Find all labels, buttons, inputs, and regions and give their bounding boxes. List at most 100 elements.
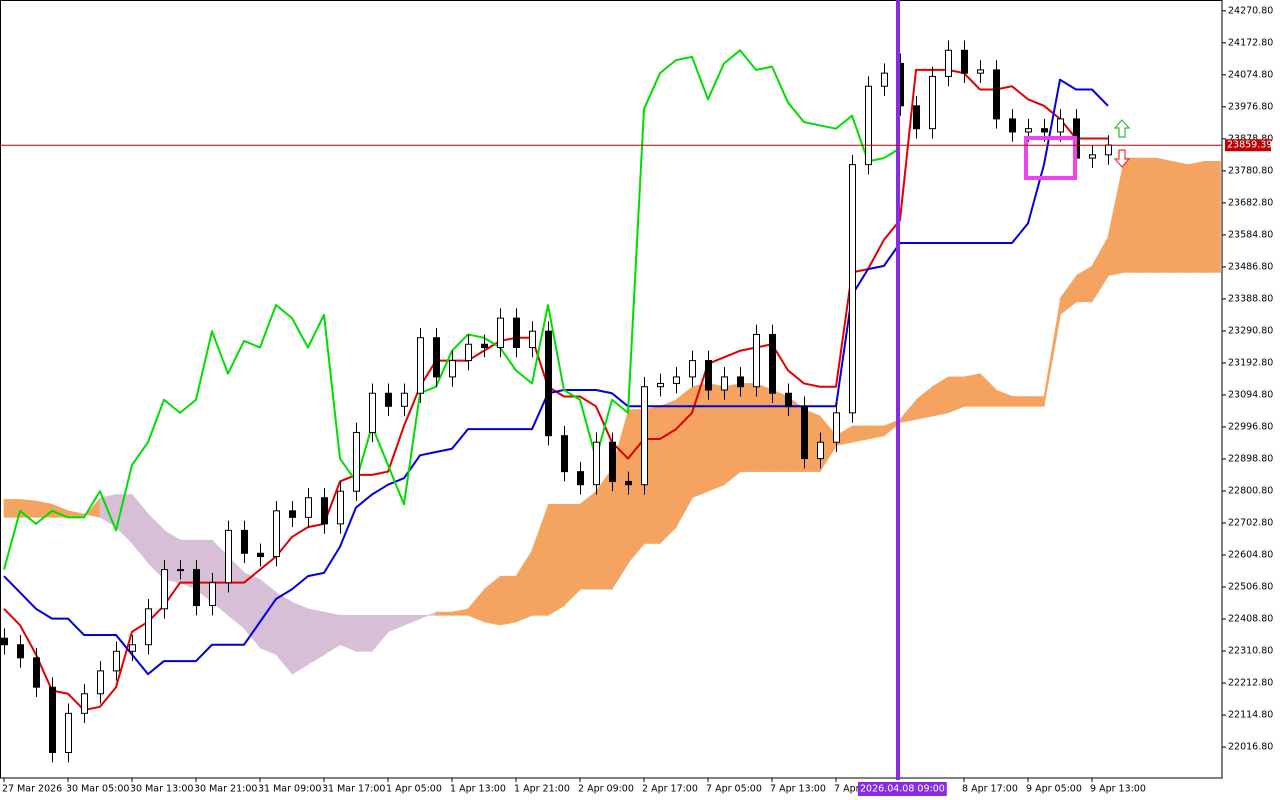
y-tick-label: 23192.80 — [1228, 357, 1273, 368]
cloud-segment — [691, 383, 709, 499]
candle-body — [673, 376, 680, 384]
y-tick-label: 24172.80 — [1228, 37, 1273, 48]
x-tick-label: 2 Apr 09:00 — [578, 784, 634, 795]
candle-body — [513, 317, 520, 349]
y-tick-label: 22898.80 — [1228, 453, 1273, 464]
candle-body — [385, 392, 392, 407]
y-tick-label: 23486.80 — [1228, 261, 1273, 272]
candle-body — [833, 412, 840, 443]
candle-body — [449, 360, 456, 378]
candle-body — [241, 529, 248, 554]
cloud-segment — [579, 490, 597, 590]
cloud-segment — [291, 601, 309, 675]
candle-body — [529, 330, 536, 349]
candle-body — [257, 552, 264, 558]
x-tick-label: 7 Apr 05:00 — [706, 784, 762, 795]
candle-body — [497, 317, 504, 349]
cloud-segment — [1139, 157, 1157, 273]
candle-body — [929, 75, 936, 130]
candle-body — [97, 670, 104, 695]
candle-body — [1089, 154, 1096, 159]
candle-body — [1009, 118, 1016, 133]
cloud-segment — [435, 611, 453, 616]
cloud-segment — [595, 467, 613, 590]
candle-body — [609, 441, 616, 482]
x-tick-label: 1 Apr 21:00 — [514, 784, 570, 795]
candle-body — [433, 337, 440, 378]
candle-body — [321, 497, 328, 525]
crosshair-label-bg — [858, 782, 947, 796]
x-tick-label: 2 Apr 17:00 — [642, 784, 698, 795]
candle-body — [657, 382, 664, 388]
cloud-segment — [1027, 396, 1045, 407]
y-tick-label: 22604.80 — [1228, 549, 1273, 560]
cloud-segment — [1011, 396, 1029, 407]
highlight-box — [1024, 136, 1077, 180]
candle-body — [81, 693, 88, 714]
candle-body — [49, 686, 56, 754]
candle-body — [401, 392, 408, 407]
y-tick-label: 23094.80 — [1228, 389, 1273, 400]
cloud-segment — [659, 399, 677, 545]
crosshair-label: 2026.04.08 09:00 — [860, 784, 945, 795]
candle-body — [1057, 118, 1064, 133]
x-tick-label: 9 Apr 13:00 — [1090, 784, 1146, 795]
candle-body — [33, 657, 40, 688]
candle-body — [993, 69, 1000, 120]
cloud-segment — [1187, 160, 1205, 273]
candle-body — [465, 343, 472, 362]
cloud-segment — [339, 615, 357, 652]
candle-body — [1105, 144, 1112, 156]
plot-frame — [0, 0, 1223, 779]
y-tick-label: 23388.80 — [1228, 293, 1273, 304]
candle-body — [161, 569, 168, 610]
candle-body — [113, 650, 120, 672]
cloud-segment — [563, 503, 581, 607]
y-tick-label: 22800.80 — [1228, 485, 1273, 496]
candle-body — [545, 330, 552, 437]
candle-body — [209, 582, 216, 607]
cloud-segment — [355, 615, 373, 652]
down-arrow — [1113, 149, 1131, 168]
y-tick-label: 24270.80 — [1228, 5, 1273, 16]
candle-body — [289, 510, 296, 518]
cloud-segment — [1075, 265, 1093, 303]
candle-body — [801, 405, 808, 460]
cloud-segment — [195, 539, 213, 603]
x-tick-label: 8 Apr 17:00 — [962, 784, 1018, 795]
candle-body — [913, 105, 920, 130]
x-tick-label: 1 Apr 05:00 — [386, 784, 442, 795]
candle-body — [177, 569, 184, 572]
candle-body — [369, 392, 376, 433]
candle-body — [17, 644, 24, 659]
x-tick-label: 7 Apr — [834, 784, 860, 795]
up-arrow — [1113, 119, 1131, 138]
cloud-segment — [755, 383, 773, 472]
x-tick-label: 1 Apr 13:00 — [450, 784, 506, 795]
cloud-segment — [963, 373, 981, 407]
cloud-segment — [115, 494, 133, 545]
candle-body — [593, 441, 600, 486]
y-tick-label: 23878.80 — [1228, 133, 1273, 144]
y-tick-label: 22506.80 — [1228, 581, 1273, 592]
candle-body — [193, 569, 200, 607]
y-tick-label: 23780.80 — [1228, 165, 1273, 176]
plot — [1, 40, 1221, 763]
candle-body — [625, 480, 632, 486]
candle-body — [337, 490, 344, 525]
candle-body — [1, 637, 8, 646]
cloud-segment — [1043, 298, 1061, 407]
cloud-segment — [243, 572, 261, 649]
candle-body — [417, 337, 424, 394]
candle-body — [305, 497, 312, 518]
candle-body — [561, 435, 568, 473]
cloud-segment — [131, 493, 149, 564]
indicator-line — [3, 78, 1109, 676]
cloud-segment — [947, 376, 965, 414]
y-tick-label: 22310.80 — [1228, 646, 1273, 657]
x-tick-label: 7 Apr 13:00 — [770, 784, 826, 795]
y-tick-label: 22016.80 — [1228, 742, 1273, 753]
